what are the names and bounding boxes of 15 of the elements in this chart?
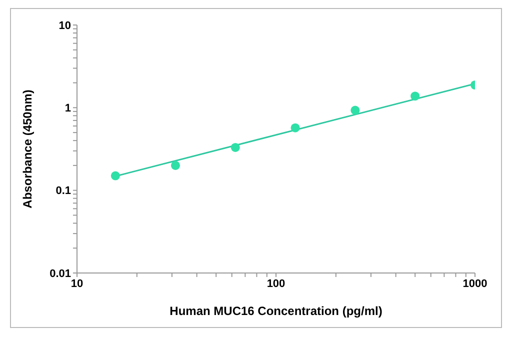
x-tick-label: 10 [70,278,84,290]
x-tick-label: 100 [266,278,286,290]
point [290,123,300,132]
point [410,92,420,101]
y-tick-label: 0.01 [50,268,71,280]
point [350,106,360,115]
point [170,160,180,170]
point [110,171,120,180]
y-axis-title: Absorbance (450nm) [20,90,34,208]
y-tick-label: 0.1 [56,185,71,198]
x-tick-label: 1000 [462,278,488,290]
point [230,142,240,152]
y-tick-label: 10 [58,20,71,32]
x-axis-title: Human MUC16 Concentration (pg/ml) [170,304,382,318]
y-tick-label: 1 [64,102,71,115]
